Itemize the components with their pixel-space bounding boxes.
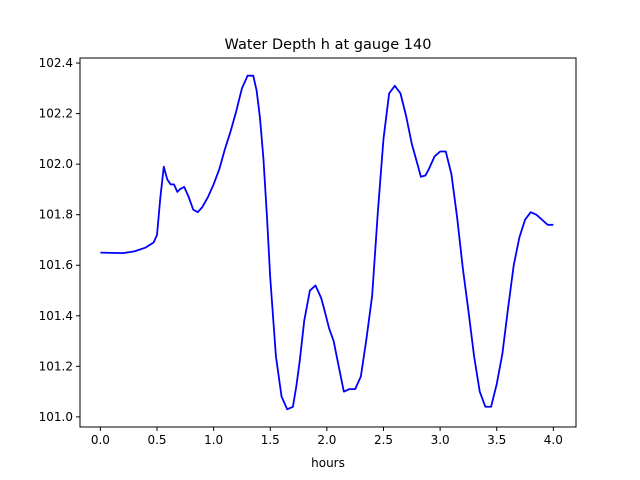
y-tick-label: 101.0 — [39, 410, 73, 424]
x-tick-label: 0.5 — [147, 433, 166, 447]
x-tick-label: 3.0 — [431, 433, 450, 447]
x-tick-label: 1.0 — [204, 433, 223, 447]
x-axis: 0.0 0.5 1.0 1.5 2.0 2.5 3.0 3.5 4.0 — [91, 427, 563, 447]
y-tick-label: 102.0 — [39, 157, 73, 171]
x-tick-label: 3.5 — [487, 433, 506, 447]
y-tick-label: 101.8 — [39, 208, 73, 222]
x-axis-label: hours — [311, 456, 345, 470]
series-line-0 — [100, 74, 554, 411]
x-tick-label: 2.5 — [374, 433, 393, 447]
y-tick-label: 101.6 — [39, 258, 73, 272]
y-tick-label: 101.2 — [39, 359, 73, 373]
y-tick-label: 102.2 — [39, 107, 73, 121]
y-tick-label: 102.4 — [39, 56, 73, 70]
chart-title: Water Depth h at gauge 140 — [225, 37, 432, 53]
plot-area — [100, 74, 554, 411]
y-tick-label: 101.4 — [39, 309, 73, 323]
y-axis: 101.0 101.2 101.4 101.6 101.8 102.0 102.2 102.4 — [39, 56, 80, 424]
x-tick-label: 0.0 — [91, 433, 110, 447]
axes-frame — [79, 57, 577, 428]
x-tick-label: 4.0 — [544, 433, 563, 447]
x-tick-label: 2.0 — [317, 433, 336, 447]
x-tick-label: 1.5 — [261, 433, 280, 447]
